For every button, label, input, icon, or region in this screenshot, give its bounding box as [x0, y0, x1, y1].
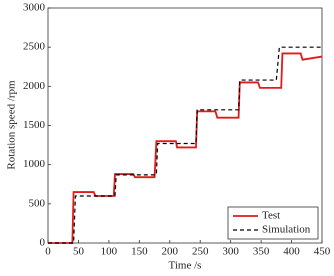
- plot-area: [47, 7, 323, 244]
- legend-label: Test: [262, 210, 280, 222]
- legend-box: [227, 206, 319, 240]
- y-tick-label: 1000: [23, 158, 46, 170]
- x-tick-label: 400: [283, 246, 300, 258]
- x-tick-label: 100: [101, 246, 118, 258]
- x-tick-label: 0: [45, 246, 51, 258]
- y-tick-label: 0: [40, 237, 46, 249]
- x-axis-label: Time /s: [169, 260, 202, 272]
- x-tick-label: 350: [253, 246, 270, 258]
- x-tick-label: 300: [222, 246, 239, 258]
- y-tick-label: 500: [29, 197, 46, 209]
- legend-label: Simulation: [262, 224, 311, 236]
- y-tick-label: 1500: [23, 119, 46, 131]
- x-tick-label: 250: [192, 246, 209, 258]
- x-tick-label: 50: [73, 246, 85, 258]
- y-axis-label: Rotation speed /rpm: [6, 80, 18, 170]
- y-tick-label: 3000: [23, 2, 46, 14]
- x-tick-label: 450: [314, 246, 331, 258]
- y-tick-label: 2500: [23, 41, 46, 53]
- y-tick-label: 2000: [23, 80, 46, 92]
- x-tick-label: 150: [131, 246, 148, 258]
- x-tick-label: 200: [162, 246, 179, 258]
- series-line: [48, 46, 322, 244]
